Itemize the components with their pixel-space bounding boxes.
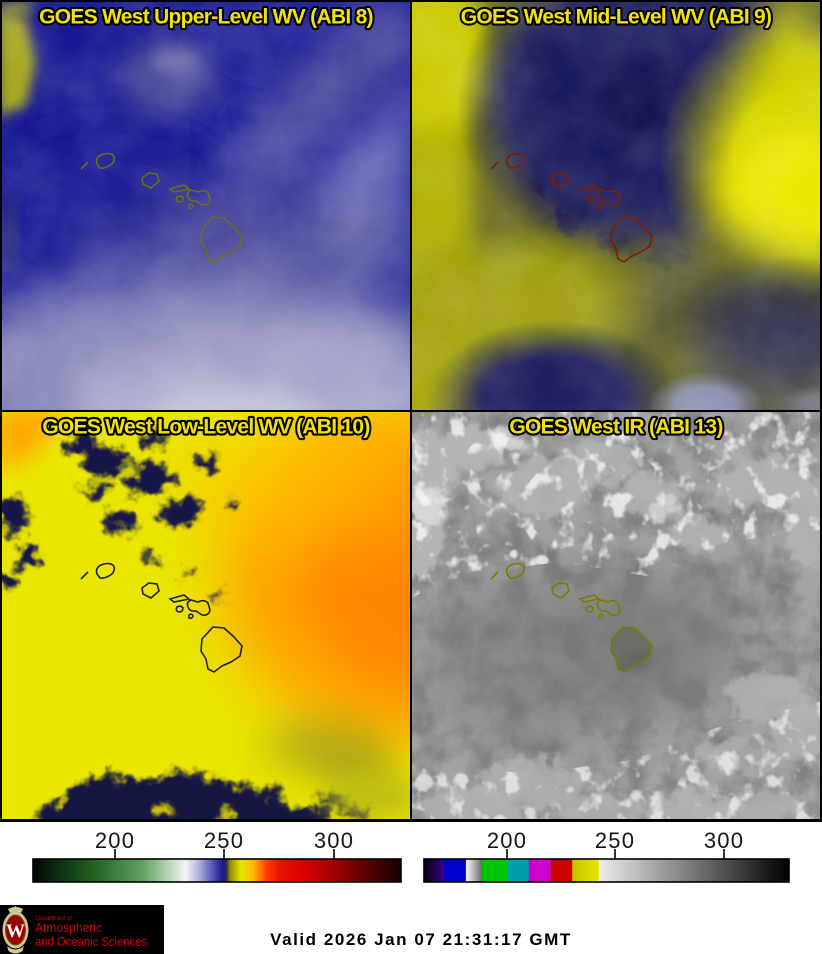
svg-text:GOES West IR (ABI 13): GOES West IR (ABI 13) (509, 416, 722, 439)
svg-text:300: 300 (704, 828, 744, 853)
svg-text:and Oceanic Sciences: and Oceanic Sciences (35, 934, 147, 949)
svg-text:250: 250 (204, 828, 244, 853)
svg-text:200: 200 (487, 828, 527, 853)
svg-text:Valid 2026 Jan 07 21:31:17 GMT: Valid 2026 Jan 07 21:31:17 GMT (270, 930, 572, 949)
svg-text:Atmospheric: Atmospheric (35, 920, 102, 935)
svg-text:GOES West Low-Level WV (ABI 10: GOES West Low-Level WV (ABI 10) (42, 416, 369, 439)
svg-text:W: W (6, 921, 25, 942)
svg-text:GOES West Upper-Level WV (ABI: GOES West Upper-Level WV (ABI 8) (39, 6, 373, 29)
svg-text:200: 200 (95, 828, 135, 853)
svg-text:300: 300 (314, 828, 354, 853)
svg-text:GOES West Mid-Level WV (ABI 9): GOES West Mid-Level WV (ABI 9) (461, 6, 772, 29)
svg-text:250: 250 (595, 828, 635, 853)
svg-text:Department of: Department of (36, 915, 72, 922)
